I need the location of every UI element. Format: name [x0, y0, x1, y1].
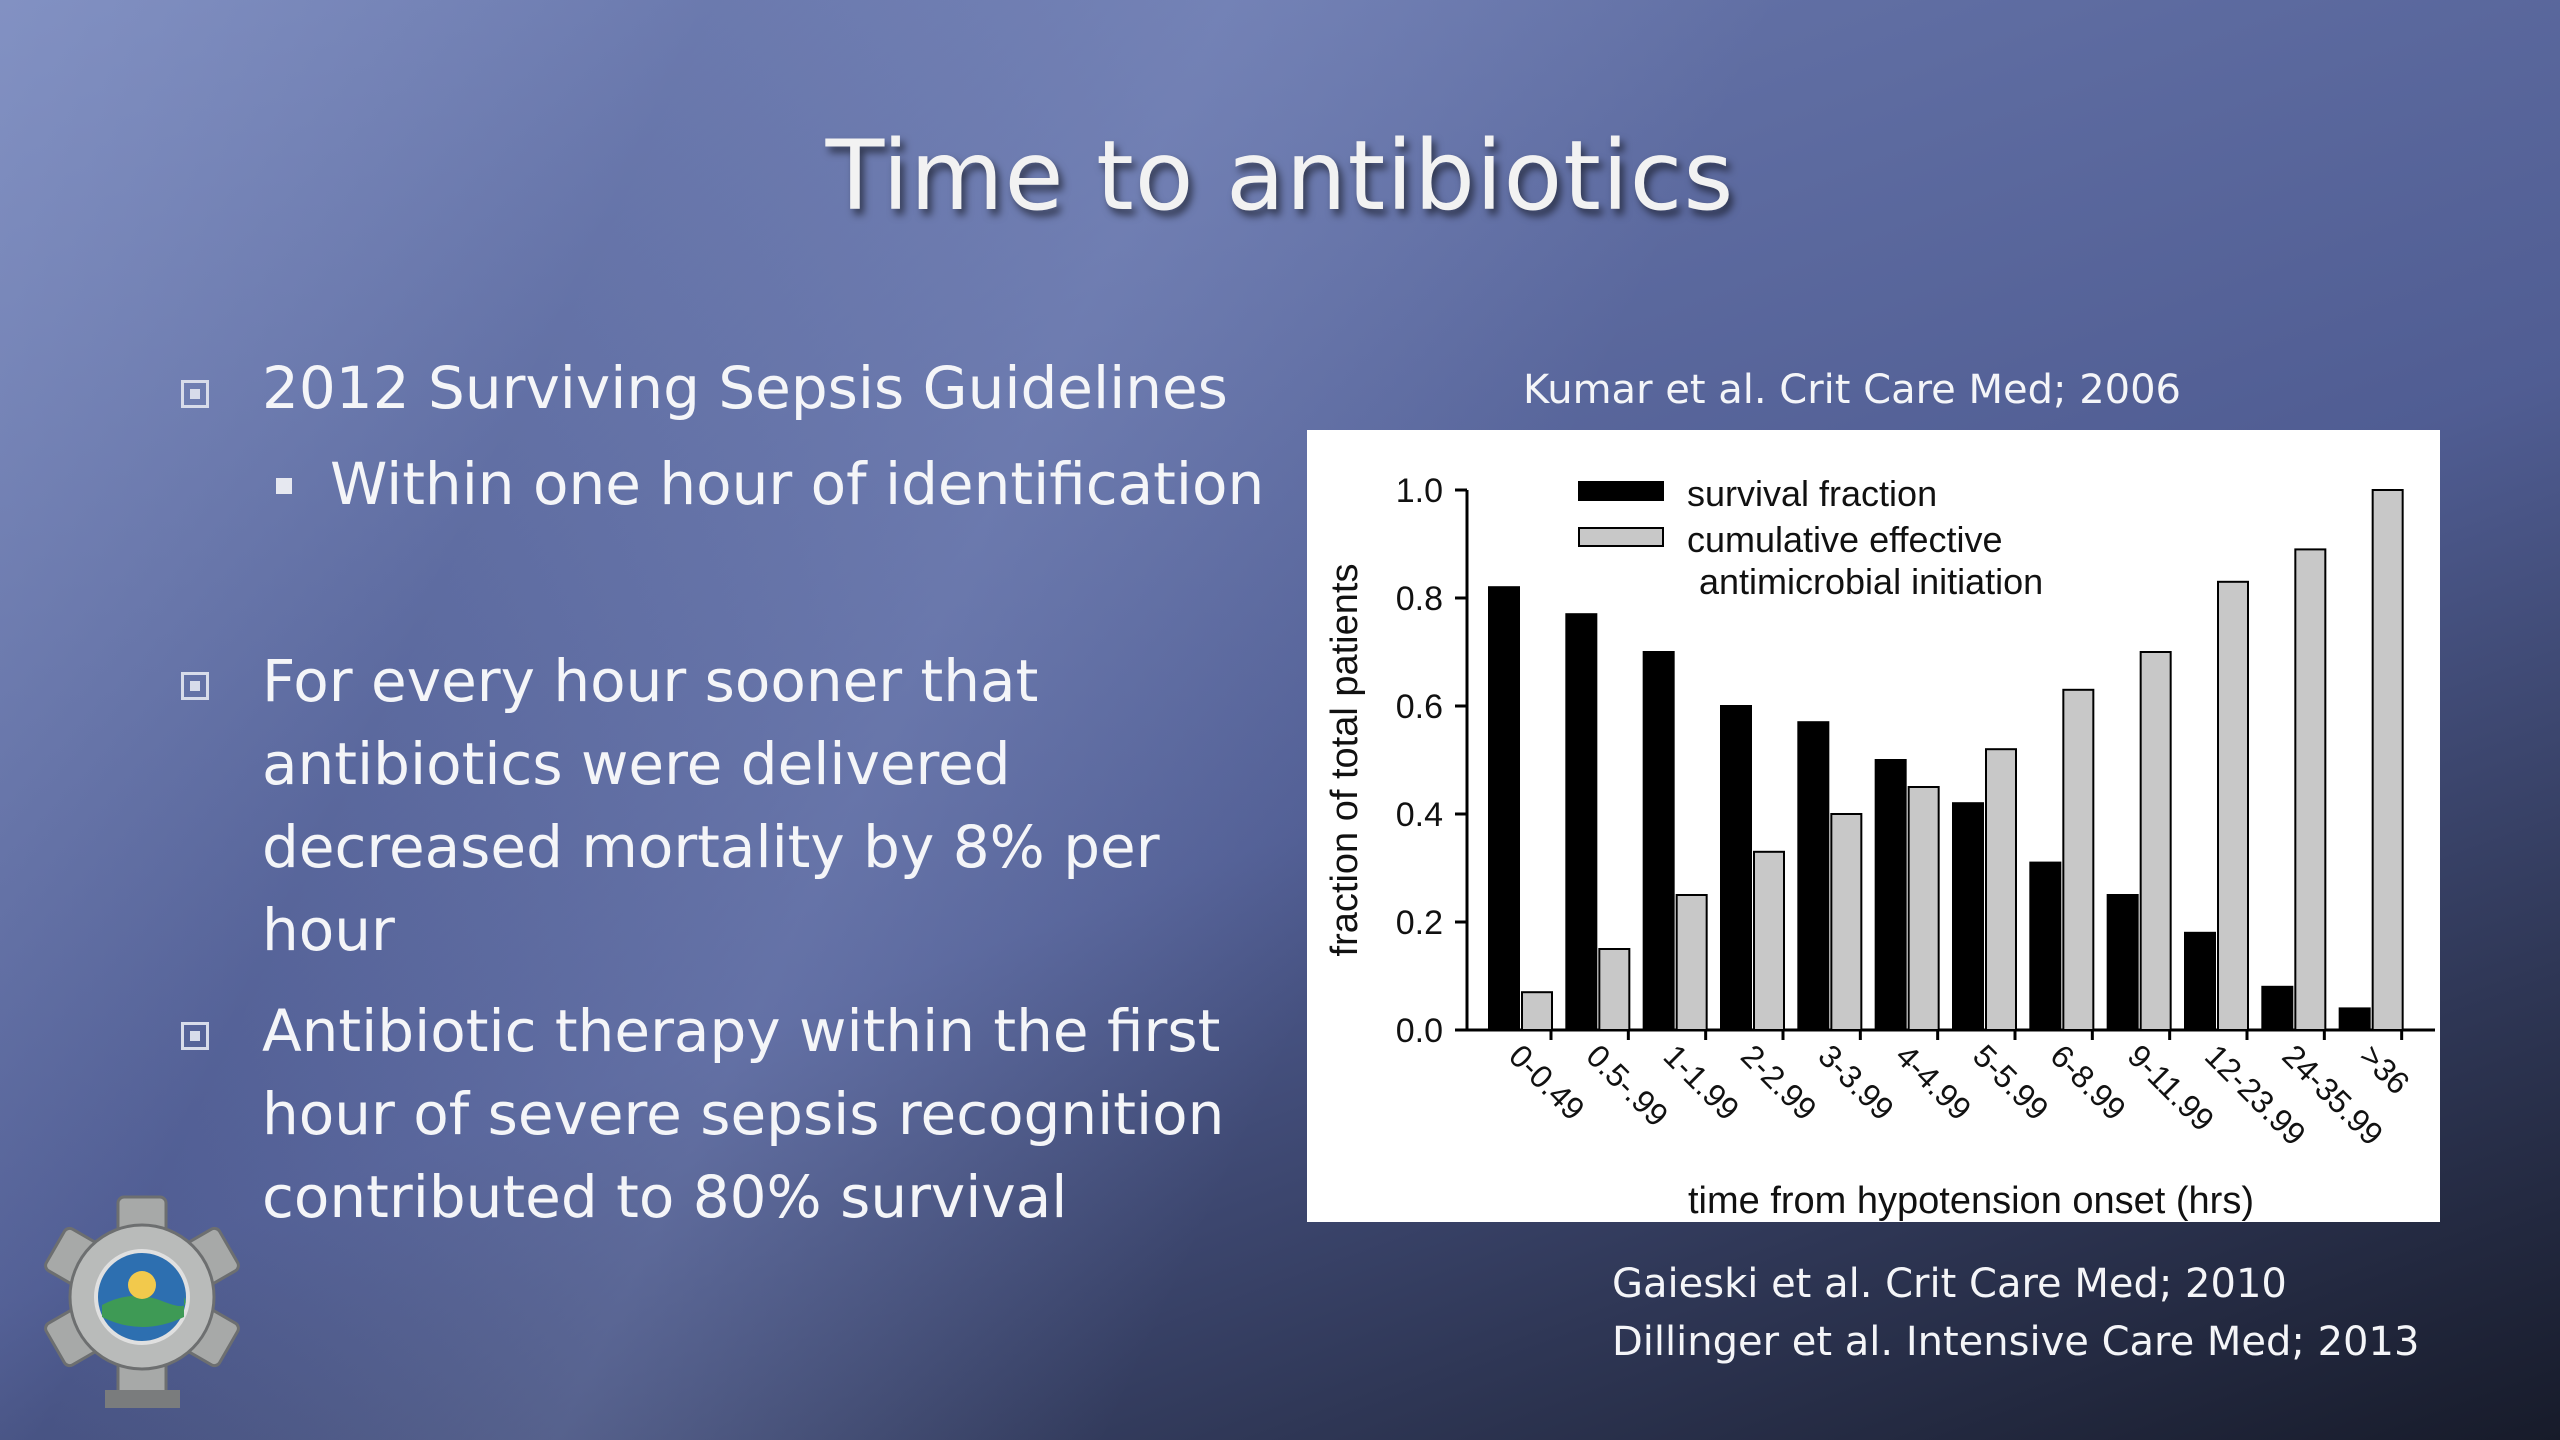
x-tick-label: 9-11.99 — [2121, 1037, 2222, 1138]
bar-survival — [2106, 894, 2139, 1031]
bar-survival — [2261, 985, 2294, 1031]
bullet-first-hour: Antibiotic therapy within the first hour… — [262, 990, 1224, 1239]
bar-cumulative — [1598, 948, 1631, 1031]
x-axis-label: time from hypotension onset (hrs) — [1688, 1180, 2254, 1222]
x-tick-label: 0-0.49 — [1502, 1037, 1592, 1127]
x-tick-label: 2-2.99 — [1734, 1037, 1824, 1127]
bullet-line: antibiotics were delivered — [262, 730, 1011, 798]
bar-survival — [1565, 613, 1598, 1031]
slide-title: Time to antibiotics — [825, 120, 1735, 232]
x-tick-label: 1-1.99 — [1657, 1037, 1747, 1127]
bar-cumulative — [1830, 813, 1863, 1031]
x-tick-label: 3-3.99 — [1811, 1037, 1901, 1127]
ems-star-of-life-badge-icon — [35, 1185, 250, 1415]
bullet-line: hour — [262, 896, 395, 964]
y-axis-label: fraction of total patients — [1324, 564, 1366, 957]
bar-cumulative — [1675, 894, 1708, 1031]
y-tick-label: 0.0 — [1396, 1012, 1443, 1050]
chart-panel: 0.0 0.2 0.4 0.6 0.8 1.0 0-0.49 0.5-.99 1-1.99 2-2… — [1307, 430, 2440, 1222]
legend-label: survival fraction — [1687, 473, 1937, 514]
legend-swatch-survival — [1578, 481, 1664, 501]
x-tick-label: >36 — [2353, 1037, 2417, 1101]
citation-kumar: Kumar et al. Crit Care Med; 2006 — [1523, 367, 2182, 413]
y-tick-label: 0.4 — [1396, 796, 1443, 834]
bullet-line: contributed to 80% survival — [262, 1163, 1068, 1231]
bar-survival — [1642, 651, 1675, 1031]
bullet-hour-sooner: For every hour sooner that antibiotics w… — [262, 640, 1160, 972]
legend-label: cumulative effective — [1687, 519, 2003, 560]
bar-survival — [2338, 1007, 2371, 1032]
bar-survival — [1797, 721, 1830, 1031]
bullet-marker — [181, 380, 209, 408]
bar-cumulative — [1521, 991, 1553, 1032]
bullet-line: Antibiotic therapy within the first — [262, 997, 1221, 1065]
bullet-line: decreased mortality by 8% per — [262, 813, 1160, 881]
bar-cumulative — [1985, 748, 2017, 1031]
x-tick-label: 4-4.99 — [1889, 1037, 1979, 1127]
x-tick-label: 5-5.99 — [1966, 1037, 2056, 1127]
bar-cumulative — [2217, 580, 2249, 1032]
y-tick-label: 0.8 — [1396, 580, 1443, 618]
citation-gaieski: Gaieski et al. Crit Care Med; 2010 — [1612, 1261, 2287, 1307]
legend-label: antimicrobial initiation — [1699, 561, 2043, 602]
bullet-marker — [181, 1022, 209, 1050]
y-tick-label: 0.6 — [1396, 688, 1443, 726]
bullet-guidelines: 2012 Surviving Sepsis Guidelines — [262, 354, 1228, 422]
sub-bullet-identification: Within one hour of identification — [330, 450, 1265, 518]
bar-cumulative — [2371, 489, 2404, 1031]
citation-dillinger: Dillinger et al. Intensive Care Med; 201… — [1612, 1319, 2420, 1365]
bar-chart: 0.0 0.2 0.4 0.6 0.8 1.0 0-0.490.5-.991-1.992-2… — [1324, 472, 2435, 1222]
sub-bullet-marker — [276, 478, 292, 494]
x-tick-label: 6-8.99 — [2043, 1037, 2133, 1127]
bar-cumulative — [1753, 850, 1785, 1031]
y-tick-label: 0.2 — [1396, 904, 1443, 942]
x-tick-label: 0.5-.99 — [1579, 1037, 1675, 1133]
bar-survival — [2184, 931, 2216, 1031]
bar-cumulative — [1907, 786, 1940, 1031]
bullet-line: hour of severe sepsis recognition — [262, 1080, 1225, 1148]
bullet-line: For every hour sooner that — [262, 647, 1039, 715]
bar-survival — [1720, 705, 1752, 1031]
y-tick-label: 1.0 — [1396, 472, 1443, 510]
bar-cumulative — [2139, 651, 2172, 1031]
legend-swatch-cumulative — [1578, 527, 1664, 547]
bullet-marker — [181, 672, 209, 700]
bar-cumulative — [2062, 688, 2095, 1031]
citation-list: Gaieski et al. Crit Care Med; 2010 Dilli… — [1612, 1255, 2419, 1371]
bar-cumulative — [2294, 548, 2327, 1032]
bar-survival — [1874, 759, 1907, 1031]
bar-survival — [2029, 861, 2062, 1031]
bar-survival — [1488, 586, 1520, 1031]
bar-survival — [1952, 802, 1984, 1032]
